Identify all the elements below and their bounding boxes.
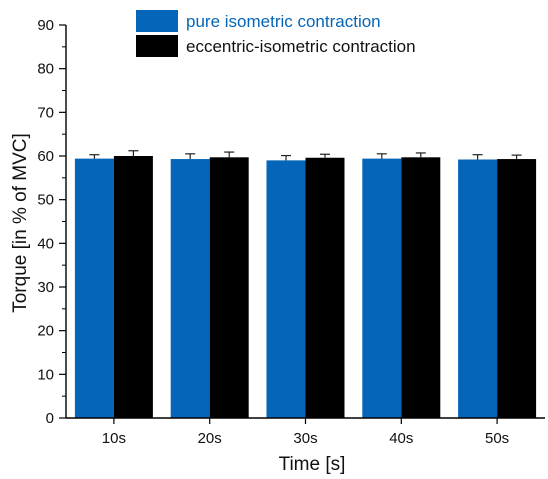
bar-eccentric-40s <box>401 157 441 418</box>
y-tick-label-10: 10 <box>37 366 54 383</box>
y-tick-label-70: 70 <box>37 104 54 121</box>
legend-label-pure: pure isometric contraction <box>186 12 381 31</box>
y-tick-label-40: 40 <box>37 235 54 252</box>
y-tick-label-60: 60 <box>37 148 54 165</box>
bars <box>74 156 537 418</box>
x-tick-label-50s: 50s <box>485 430 509 447</box>
bar-eccentric-30s <box>305 157 345 418</box>
y-tick-label-50: 50 <box>37 192 54 209</box>
x-axis-label: Time [s] <box>279 454 346 475</box>
legend-label-eccentric: eccentric-isometric contraction <box>186 37 416 56</box>
x-ticks: 10s 20s 30s 40s 50s <box>102 418 509 447</box>
bar-pure-20s <box>170 159 210 418</box>
error-bars <box>89 150 522 161</box>
y-tick-label-30: 30 <box>37 279 54 296</box>
bar-eccentric-10s <box>113 156 153 418</box>
legend: pure isometric contraction eccentric-isom… <box>136 10 416 57</box>
x-tick-label-30s: 30s <box>293 430 317 447</box>
y-ticks: 0 10 20 30 40 50 60 70 80 90 <box>37 17 66 427</box>
legend-swatch-eccentric <box>136 35 178 57</box>
y-tick-label-0: 0 <box>46 410 54 427</box>
y-axis-label: Torque [in % of MVC] <box>10 133 31 313</box>
bar-eccentric-20s <box>209 157 249 418</box>
x-tick-label-20s: 20s <box>198 430 222 447</box>
bar-pure-30s <box>266 160 306 418</box>
legend-swatch-pure <box>136 10 178 32</box>
y-tick-label-80: 80 <box>37 61 54 78</box>
y-tick-label-90: 90 <box>37 17 54 34</box>
x-tick-label-40s: 40s <box>389 430 413 447</box>
bar-pure-50s <box>458 159 498 418</box>
y-tick-label-20: 20 <box>37 323 54 340</box>
bar-eccentric-50s <box>497 159 537 418</box>
x-tick-label-10s: 10s <box>102 430 126 447</box>
bar-pure-40s <box>362 158 402 418</box>
bar-pure-10s <box>74 158 114 418</box>
